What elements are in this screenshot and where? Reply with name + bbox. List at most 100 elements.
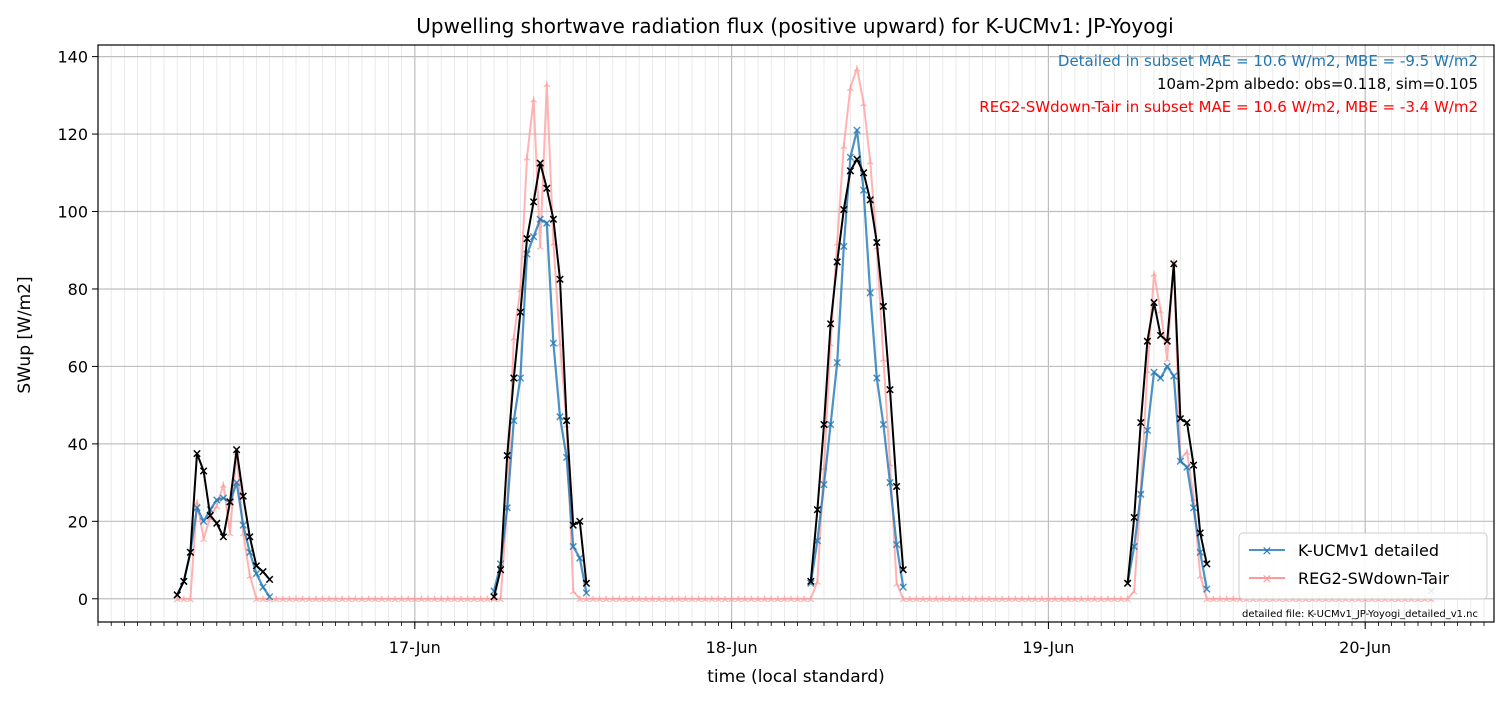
- series-observations-point: [1183, 418, 1191, 427]
- series-reg2-point: [602, 595, 610, 603]
- legend-marker-reg2: ×: [1262, 572, 1273, 587]
- series-reg2-point: [543, 80, 551, 88]
- series-reg2-point: [385, 595, 392, 603]
- series-reg2-point: [457, 595, 465, 603]
- series-reg2-point: [979, 595, 986, 603]
- series-detailed-point: [265, 593, 274, 601]
- series-reg2-point: [675, 595, 683, 603]
- x-tick-label: 20-Jun: [1339, 638, 1391, 657]
- annotation-detailed-stats: Detailed in subset MAE = 10.6 W/m2, MBE …: [1058, 52, 1478, 70]
- series-reg2-point: [391, 595, 399, 603]
- series-reg2-point: [972, 595, 980, 603]
- minor-grid: [97, 45, 1485, 622]
- series-detailed-point: [582, 589, 591, 597]
- series-detailed-point: [1203, 585, 1211, 593]
- series-reg2-point: [853, 65, 861, 72]
- series-reg2-point: [807, 595, 815, 603]
- series-reg2-point: [510, 334, 518, 341]
- series-reg2-point: [312, 595, 320, 603]
- series-reg2-point: [992, 595, 999, 603]
- series-reg2-point: [358, 595, 366, 603]
- series-reg2-point: [246, 572, 254, 580]
- series-reg2-point: [682, 595, 689, 603]
- series-observations-point: [1137, 418, 1145, 427]
- series-observations-point: [219, 533, 228, 541]
- series-detailed-point: [510, 416, 518, 425]
- series-detailed-point: [1189, 504, 1198, 512]
- series-reg2-point: [398, 595, 405, 603]
- series-reg2-point: [371, 595, 379, 603]
- series-reg2-point: [787, 595, 795, 603]
- series-observations-point: [226, 498, 234, 506]
- series-observations-point: [873, 238, 881, 247]
- series-reg2-point: [1005, 595, 1013, 603]
- legend-label-detailed: K-UCMv1 detailed: [1298, 541, 1439, 560]
- series-observations-point: [503, 451, 511, 460]
- series-detailed-point: [807, 579, 815, 588]
- series-observations-point: [1170, 260, 1178, 268]
- series-detailed-point: [886, 478, 894, 487]
- series-reg2-point: [781, 595, 788, 603]
- series-reg2-point: [1163, 355, 1171, 363]
- series-detailed-point: [826, 420, 835, 429]
- series-reg2-point: [655, 595, 663, 603]
- series-detailed-point: [252, 569, 261, 578]
- series-detailed-point: [846, 153, 855, 162]
- series-reg2-point: [715, 595, 722, 603]
- series-reg2-point: [1229, 595, 1237, 603]
- series-observations-point: [232, 445, 241, 454]
- series-reg2-point: [1097, 595, 1105, 603]
- series-observations-point: [490, 593, 498, 601]
- series-reg2-point: [536, 243, 544, 250]
- series-reg2-point: [913, 595, 920, 603]
- series-reg2-point: [1058, 595, 1065, 603]
- series-reg2-point: [668, 595, 676, 603]
- annotation-albedo: 10am-2pm albedo: obs=0.118, sim=0.105: [1157, 75, 1478, 93]
- series-detailed-point: [879, 420, 888, 429]
- series-observations-point: [562, 416, 571, 425]
- series-reg2: [173, 65, 1435, 603]
- series-observations-point: [899, 565, 907, 574]
- series-reg2-point: [998, 595, 1006, 603]
- series-detailed-point: [193, 504, 201, 512]
- series-observations-point: [859, 169, 868, 177]
- series-reg2-point: [721, 595, 729, 603]
- series-observations-point: [246, 533, 254, 541]
- series-reg2-point: [688, 595, 696, 603]
- series-reg2-point: [701, 595, 709, 603]
- series-reg2-point: [860, 100, 867, 107]
- series-observations-point: [846, 167, 855, 175]
- x-tick-label: 19-Jun: [1022, 638, 1074, 657]
- series-detailed-point: [199, 517, 208, 526]
- y-tick-label: 80: [68, 280, 88, 299]
- series-reg2-point: [418, 595, 425, 603]
- series-reg2-point: [411, 595, 419, 603]
- series-detailed-point: [239, 521, 247, 529]
- series-reg2-point: [965, 595, 973, 603]
- series-reg2-point: [866, 158, 874, 165]
- series-detailed-point: [576, 554, 584, 562]
- series-detailed-point: [549, 339, 558, 347]
- series-detailed-point: [840, 242, 848, 251]
- series-reg2-point: [1038, 595, 1046, 603]
- series-reg2-point: [695, 595, 702, 603]
- y-tick-label: 60: [68, 357, 88, 376]
- series-detailed-point: [820, 480, 828, 489]
- series-reg2-point: [1025, 595, 1032, 603]
- series-observations-point: [213, 519, 221, 527]
- series-reg2-point: [352, 595, 359, 603]
- series-reg2-point: [893, 580, 900, 587]
- series-reg2-point: [530, 96, 537, 103]
- series-reg2-point: [1111, 595, 1118, 603]
- series-detailed-point: [232, 478, 241, 487]
- series-reg2-point: [847, 84, 854, 92]
- series-reg2-point: [220, 481, 227, 489]
- series-detailed-point: [1156, 374, 1165, 382]
- series-reg2-point: [906, 595, 914, 603]
- series-observations-point: [496, 565, 505, 574]
- series-reg2-point: [939, 595, 947, 603]
- series-reg2-point: [754, 595, 762, 603]
- series-reg2-point: [642, 595, 650, 603]
- series-observations-point: [180, 577, 188, 586]
- series-reg2-point: [1064, 595, 1072, 603]
